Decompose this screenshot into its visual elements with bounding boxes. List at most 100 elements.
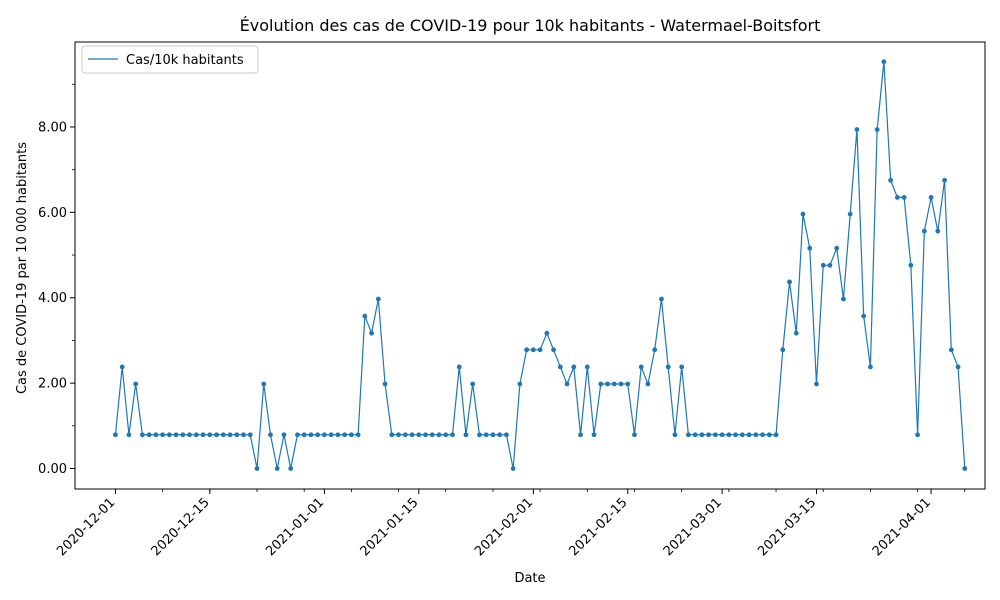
data-point	[497, 432, 503, 438]
data-point	[254, 466, 260, 471]
data-point	[827, 262, 833, 268]
data-point	[665, 364, 671, 370]
data-point	[517, 381, 523, 387]
data-point	[584, 364, 590, 370]
data-point	[537, 347, 543, 353]
data-point	[834, 245, 840, 251]
data-point	[396, 432, 401, 438]
legend: Cas/10k habitants	[81, 45, 259, 74]
data-point	[483, 432, 489, 438]
data-point	[645, 381, 651, 387]
data-point	[416, 432, 422, 438]
data-point	[510, 466, 516, 471]
data-point	[247, 432, 253, 438]
data-point	[557, 364, 563, 370]
data-point	[611, 381, 617, 387]
data-point	[659, 296, 664, 302]
data-point	[672, 432, 678, 438]
data-point	[679, 364, 685, 370]
data-point	[113, 432, 118, 438]
data-point	[409, 432, 415, 438]
data-point	[692, 432, 698, 438]
data-point	[173, 432, 179, 438]
data-point	[227, 432, 233, 438]
x-tick-label: 2021-03-15	[755, 495, 819, 559]
data-point	[301, 432, 307, 438]
data-point	[874, 127, 880, 132]
data-point	[423, 432, 428, 438]
plot-frame	[74, 41, 986, 490]
data-point	[281, 432, 287, 438]
data-point	[389, 432, 395, 438]
legend-frame	[81, 45, 259, 74]
data-point	[962, 466, 968, 471]
data-point	[908, 262, 914, 268]
data-point	[504, 432, 509, 438]
data-point	[632, 432, 637, 438]
data-point	[780, 347, 786, 353]
data-point	[160, 432, 166, 438]
data-point	[591, 432, 597, 438]
data-point	[955, 364, 961, 370]
data-point	[126, 432, 132, 438]
data-point	[787, 279, 792, 285]
data-point	[456, 364, 462, 370]
data-point	[241, 432, 246, 438]
data-point	[322, 432, 327, 438]
data-point	[733, 432, 738, 438]
data-point	[652, 347, 658, 353]
data-point	[382, 381, 388, 387]
chart-title: Évolution des cas de COVID-19 pour 10k h…	[240, 16, 821, 35]
data-point	[207, 432, 213, 438]
data-point	[773, 432, 779, 438]
data-point	[315, 432, 321, 438]
data-point	[463, 432, 469, 438]
data-point	[187, 432, 192, 438]
data-point	[868, 364, 873, 370]
data-point	[180, 432, 186, 438]
data-point	[220, 432, 226, 438]
data-point	[793, 330, 799, 336]
data-point	[133, 381, 139, 387]
data-point	[746, 432, 752, 438]
data-point	[443, 432, 449, 438]
data-point	[234, 432, 240, 438]
x-tick-label: 2021-02-01	[472, 495, 536, 559]
data-point	[335, 432, 341, 438]
data-point	[807, 245, 813, 251]
data-point	[719, 432, 725, 438]
y-tick-label: 2.00	[38, 377, 67, 392]
plot-area	[113, 59, 968, 471]
x-tick-label: 2020-12-01	[54, 495, 118, 559]
data-point	[342, 432, 348, 438]
data-point	[328, 432, 334, 438]
data-point	[308, 432, 314, 438]
data-point	[200, 432, 206, 438]
data-point	[571, 364, 577, 370]
data-point	[820, 262, 826, 268]
data-point	[436, 432, 442, 438]
x-tick-label: 2020-12-15	[149, 495, 213, 559]
data-point	[530, 347, 536, 353]
data-point	[146, 432, 152, 438]
data-point	[564, 381, 570, 387]
data-point	[274, 466, 280, 471]
x-tick-label: 2021-04-01	[870, 495, 934, 559]
data-point	[888, 177, 894, 183]
data-point	[490, 432, 496, 438]
legend-label: Cas/10k habitants	[126, 53, 244, 68]
data-point	[699, 432, 705, 438]
data-point	[544, 330, 550, 336]
data-point	[402, 432, 408, 438]
data-point	[942, 177, 947, 183]
data-point	[948, 347, 954, 353]
data-point	[119, 364, 125, 370]
data-point	[841, 296, 846, 302]
data-point	[375, 296, 381, 302]
x-tick-label: 2021-01-01	[263, 495, 327, 559]
data-point	[605, 381, 610, 387]
data-point	[625, 381, 631, 387]
data-point	[712, 432, 718, 438]
